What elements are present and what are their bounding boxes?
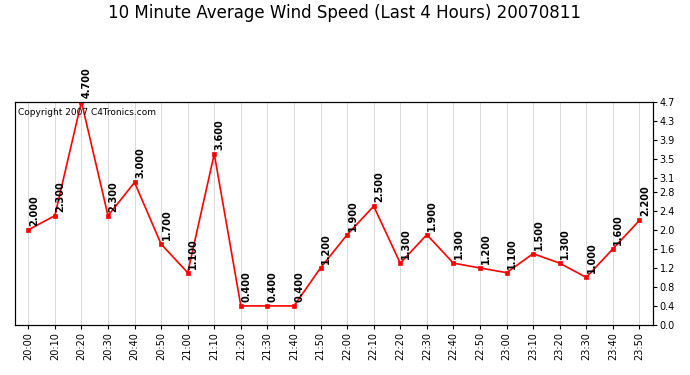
Text: 1.200: 1.200	[321, 233, 331, 264]
Text: 1.100: 1.100	[507, 238, 517, 268]
Text: 1.200: 1.200	[480, 233, 491, 264]
Text: 0.400: 0.400	[295, 271, 304, 302]
Text: 1.300: 1.300	[401, 228, 411, 259]
Text: 1.000: 1.000	[586, 243, 597, 273]
Text: 1.900: 1.900	[348, 200, 357, 231]
Text: 3.600: 3.600	[215, 119, 225, 150]
Text: 1.100: 1.100	[188, 238, 198, 268]
Text: 2.000: 2.000	[29, 195, 39, 226]
Text: 0.400: 0.400	[241, 271, 251, 302]
Text: 3.000: 3.000	[135, 147, 145, 178]
Text: 1.700: 1.700	[161, 209, 172, 240]
Text: 1.500: 1.500	[533, 219, 544, 249]
Text: 0.400: 0.400	[268, 271, 278, 302]
Text: 10 Minute Average Wind Speed (Last 4 Hours) 20070811: 10 Minute Average Wind Speed (Last 4 Hou…	[108, 4, 582, 22]
Text: 1.900: 1.900	[427, 200, 437, 231]
Text: 4.700: 4.700	[82, 67, 92, 98]
Text: 1.600: 1.600	[613, 214, 623, 245]
Text: 1.300: 1.300	[454, 228, 464, 259]
Text: 2.500: 2.500	[374, 171, 384, 202]
Text: Copyright 2007 C4Tronics.com: Copyright 2007 C4Tronics.com	[18, 108, 156, 117]
Text: 2.300: 2.300	[55, 181, 66, 212]
Text: 1.300: 1.300	[560, 228, 570, 259]
Text: 2.200: 2.200	[640, 186, 650, 216]
Text: 2.300: 2.300	[108, 181, 119, 212]
